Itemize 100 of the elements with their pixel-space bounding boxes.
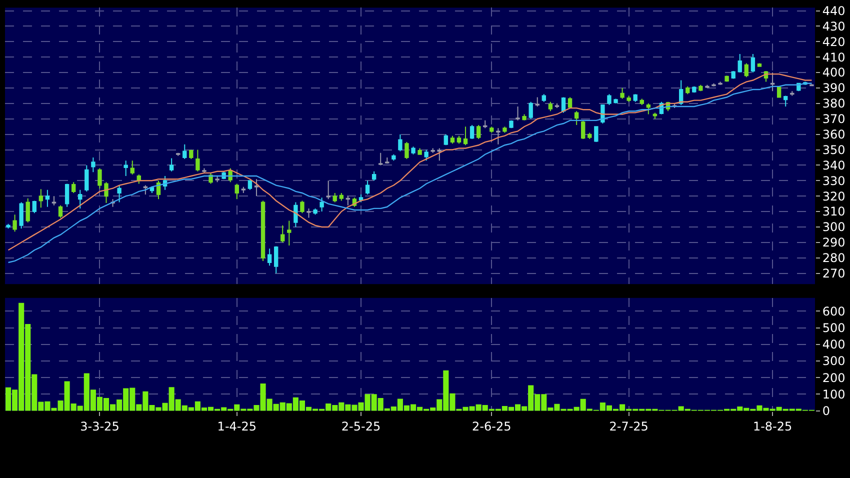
x-tick-label: 2-7-25 xyxy=(609,419,648,434)
candlestick xyxy=(470,124,474,140)
y-tick-label: 200 xyxy=(822,370,846,385)
candlestick xyxy=(724,75,729,82)
candlestick xyxy=(320,197,324,212)
candlestick xyxy=(738,54,742,74)
candlestick xyxy=(411,146,416,155)
candlestick xyxy=(509,120,514,129)
candlestick xyxy=(770,72,775,92)
candlestick xyxy=(392,154,396,162)
candlestick xyxy=(98,168,102,189)
candlestick xyxy=(313,208,318,216)
y-tick-label: 100 xyxy=(822,387,846,402)
candlestick xyxy=(358,194,364,203)
candlestick xyxy=(490,126,494,134)
candlestick xyxy=(58,204,63,218)
candlestick xyxy=(444,134,448,146)
candlestick xyxy=(528,101,533,120)
candlestick xyxy=(169,158,174,172)
y-tick-label: 280 xyxy=(822,251,846,266)
candlestick xyxy=(581,120,586,140)
candlestick xyxy=(91,156,96,173)
candlestick xyxy=(588,132,592,140)
candlestick xyxy=(78,189,82,209)
candlestick xyxy=(189,149,194,160)
candlestick xyxy=(84,164,89,192)
y-tick-label: 290 xyxy=(822,236,846,250)
y-tick-label: 330 xyxy=(822,174,846,188)
y-tick-label: 300 xyxy=(822,354,846,368)
y-tick-label: 360 xyxy=(822,128,846,142)
candlestick xyxy=(117,184,122,203)
candlestick xyxy=(698,84,703,92)
candlestick xyxy=(784,95,788,108)
candlestick xyxy=(456,135,462,144)
y-tick-label: 300 xyxy=(822,220,846,234)
y-tick-label: 420 xyxy=(822,34,846,49)
candlestick xyxy=(614,98,618,104)
candlestick xyxy=(378,152,383,166)
candlestick xyxy=(196,149,200,172)
x-tick-label: 1-4-25 xyxy=(217,419,256,434)
y-tick-label: 440 xyxy=(822,4,846,18)
candlestick xyxy=(757,62,762,67)
candlestick xyxy=(19,202,24,230)
candlestick xyxy=(38,188,44,208)
candlestick xyxy=(385,156,390,164)
candlestick xyxy=(234,183,239,200)
y-tick-label: 370 xyxy=(822,112,846,126)
candlestick xyxy=(522,114,526,121)
candlestick xyxy=(306,208,311,218)
candlestick xyxy=(398,134,402,152)
candlestick xyxy=(248,180,252,190)
x-tick-label: 3-3-25 xyxy=(80,419,120,434)
candlestick xyxy=(404,142,409,160)
candlestick xyxy=(548,101,553,112)
candlestick xyxy=(365,180,370,196)
candlestick xyxy=(294,202,298,228)
candlestick xyxy=(744,62,749,78)
candlestick xyxy=(430,148,435,154)
candlestick xyxy=(554,102,560,109)
candlestick xyxy=(626,95,631,102)
candlestick xyxy=(640,98,644,106)
candlestick xyxy=(516,106,520,121)
y-tick-label: 500 xyxy=(822,320,846,335)
candlestick xyxy=(496,128,500,145)
candlestick xyxy=(483,120,488,129)
y-tick-label: 430 xyxy=(822,19,846,34)
candlestick xyxy=(176,152,180,156)
x-tick-label: 2-5-25 xyxy=(341,419,381,434)
y-tick-label: 400 xyxy=(822,338,846,352)
y-tick-label: 380 xyxy=(822,96,846,111)
candlestick xyxy=(267,248,272,266)
candlestick xyxy=(418,148,422,155)
candlestick xyxy=(260,200,266,262)
candlestick xyxy=(607,94,612,106)
candlestick xyxy=(542,94,546,102)
candlestick xyxy=(476,124,481,140)
candlestick xyxy=(346,196,350,206)
candlestick xyxy=(12,214,17,232)
candlestick xyxy=(652,112,658,120)
candlestick xyxy=(143,184,148,196)
candlestick xyxy=(326,180,330,200)
candlestick xyxy=(124,160,128,177)
candlestick xyxy=(332,192,337,203)
candlestick xyxy=(6,223,10,230)
candlestick xyxy=(130,160,134,175)
candlestick xyxy=(574,110,579,126)
y-tick-label: 350 xyxy=(822,142,846,157)
candlestick xyxy=(790,90,794,96)
candlestick xyxy=(646,102,651,115)
candlestick xyxy=(202,168,206,174)
candlestick xyxy=(274,246,278,274)
candlestick xyxy=(64,183,70,208)
candlestick xyxy=(463,126,468,146)
candlestick xyxy=(437,148,442,162)
y-tick-label: 390 xyxy=(822,81,846,96)
candlestick xyxy=(26,198,30,223)
y-tick-label: 600 xyxy=(822,304,846,318)
y-tick-label: 310 xyxy=(822,204,846,219)
candlestick xyxy=(339,192,344,202)
y-tick-label: 0 xyxy=(822,404,830,418)
